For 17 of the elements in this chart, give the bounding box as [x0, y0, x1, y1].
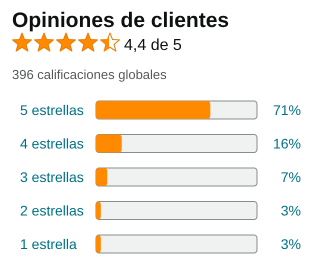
data-label: 7%	[280, 169, 301, 185]
data-label: 16%	[272, 136, 301, 152]
text: 396 calificaciones globales	[12, 67, 168, 82]
y-tick-label: 1 estrella	[20, 236, 78, 252]
bar	[96, 134, 122, 152]
data-label: 3%	[280, 202, 301, 218]
chart-subtitle: 4,4 de 5	[124, 37, 182, 54]
y-tick-label: 5 estrellas	[20, 102, 84, 118]
bar	[96, 168, 108, 186]
y-tick-label: 2 estrellas	[20, 202, 84, 218]
data-label: 71%	[272, 102, 301, 118]
y-tick-label: 3 estrellas	[20, 169, 84, 185]
bar	[96, 202, 101, 220]
bar	[96, 235, 101, 253]
y-tick-label: 4 estrellas	[20, 136, 84, 152]
data-label: 3%	[280, 236, 301, 252]
chart-title: Opiniones de clientes	[12, 9, 230, 32]
